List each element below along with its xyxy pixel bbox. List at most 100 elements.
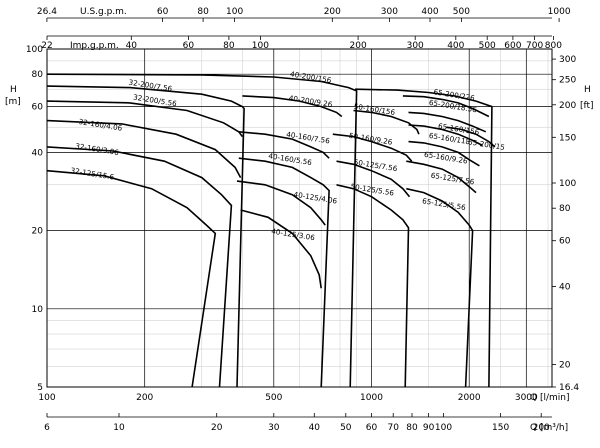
head-m-tick-label: 5 [37, 383, 43, 393]
pump-curve-65-160-9-26 [408, 140, 480, 167]
imp-gpm-tick-label: 22 [41, 41, 52, 51]
flow-m3h-tick-label: 200 [533, 423, 550, 433]
flow-lmin-tick-label: 1000 [360, 393, 383, 403]
curve-label-65-125-7-56: 65-125/7.56 [430, 171, 475, 187]
flow-lmin-tick-label: 100 [38, 393, 55, 403]
flow-m3h-tick-label: 90 [423, 423, 435, 433]
flow-lmin-axis-label: Q [l/min] [530, 393, 569, 403]
chart-grid [46, 48, 553, 388]
imp-gpm-tick-label: 500 [479, 41, 496, 51]
curve-label-40-160-5-56: 40-160/5.56 [268, 151, 313, 167]
us-gpm-axis-label: U.S.g.p.m. [80, 7, 127, 17]
flow-m3h-tick-label: 10 [113, 423, 125, 433]
us-gpm-tick-label: 80 [197, 7, 209, 17]
head-ft-tick-label: 250 [559, 76, 576, 86]
pump-curve-32-160-4-06 [46, 119, 242, 178]
curve-label-40-125-4-06: 40-125/4.06 [293, 190, 338, 206]
imp-gpm-axis-label: Imp.g.p.m. [70, 41, 119, 51]
flow-m3h-tick-label: 100 [435, 423, 452, 433]
imp-gpm-tick-label: 40 [126, 41, 138, 51]
curve-label-32-125-15-6: 32-125/15.6 [70, 166, 115, 182]
head-ft-tick-label: 80 [559, 204, 571, 214]
imp-gpm-tick-label: 60 [183, 41, 195, 51]
pump-curve-40-160-5-56 [238, 157, 330, 388]
imp-gpm-tick-label: 600 [504, 41, 521, 51]
curve-label-65-200-15: 65-200/15 [467, 137, 505, 152]
flow-m3h-tick-label: 20 [211, 423, 223, 433]
us-gpm-tick-label: 100 [226, 7, 243, 17]
flow-lmin-tick-label: 3000 [515, 393, 538, 403]
flow-m3h-tick-label: 70 [387, 423, 399, 433]
pump-curve-32-125-15-6 [46, 169, 217, 388]
us-gpm-tick-label: 200 [324, 7, 341, 17]
head-m-axis-label: H [10, 85, 17, 95]
pump-curves [46, 73, 496, 388]
pump-curve-65-125-5-56 [406, 187, 474, 388]
head-ft-tick-label: 40 [559, 282, 571, 292]
head-m-tick-label: 60 [32, 103, 44, 113]
pump-curve-65-160-118 [408, 124, 483, 147]
imp-gpm-tick-label: 800 [545, 41, 562, 51]
head-ft-tick-label: 200 [559, 101, 576, 111]
pump-curve-40-125-4-06 [236, 180, 326, 226]
pump-curve-40-160-7-56 [238, 131, 330, 159]
pump-curve-50-125-7-56 [336, 160, 411, 198]
curve-label-32-200-7-56: 32-200/7.56 [128, 78, 173, 94]
curve-label-32-160-3-06: 32-160/3.06 [75, 141, 120, 157]
pump-curve-40-125-3-06 [240, 209, 322, 289]
flow-m3h-tick-label: 6 [44, 423, 50, 433]
pump-curve-65-200-18-56 [402, 95, 490, 118]
flow-m3h-axis-label: Q [m³/h] [530, 423, 568, 433]
pump-curve-32-160-3-06 [46, 146, 233, 388]
flow-lmin-tick-label: 500 [265, 393, 282, 403]
head-ft-tick-label: 300 [559, 55, 576, 65]
head-m-tick-label: 80 [32, 70, 44, 80]
flow-m3h-tick-label: 40 [309, 423, 321, 433]
head-m-tick-label: 100 [26, 45, 43, 55]
flow-m3h-tick-label: 80 [406, 423, 418, 433]
curve-label-40-200-156: 40-200/156 [289, 69, 332, 84]
curve-label-40-160-7-56: 40-160/7.56 [286, 130, 331, 146]
flow-m3h-tick-label: 60 [366, 423, 378, 433]
curve-label-50-125-7-56: 50-125/7.56 [353, 157, 398, 173]
pump-curve-65-125-7-56 [406, 160, 477, 194]
pump-curve-40-200-9-26 [242, 95, 343, 118]
pump-curve-50-160-156 [353, 109, 420, 135]
head-ft-tick-label: 60 [559, 237, 571, 247]
head-m-tick-label: 20 [32, 227, 44, 237]
head-m-tick-label: 10 [32, 305, 44, 315]
head-m-tick-label: 40 [32, 148, 44, 158]
imp-gpm-tick-label: 300 [407, 41, 424, 51]
plot-frame [46, 48, 553, 388]
flow-lmin-tick-label: 200 [136, 393, 153, 403]
imp-gpm-tick-label: 80 [223, 41, 235, 51]
pump-curve-50-125-5-56 [336, 184, 410, 388]
us-gpm-tick-label: 400 [421, 7, 438, 17]
us-gpm-tick-label: 26.4 [37, 7, 57, 17]
flow-m3h-tick-label: 150 [492, 423, 509, 433]
us-gpm-tick-label: 300 [381, 7, 398, 17]
chart-axes: 5 10 20 40 60 80 100 H [m] 16.4 20 40 60 80 100 150 200 2… [5, 7, 594, 433]
head-ft-tick-label: 20 [559, 361, 571, 371]
pump-curve-32-200-7-56 [46, 85, 245, 388]
head-ft-tick-label: 16.4 [559, 383, 579, 393]
head-ft-axis-label: H [584, 85, 591, 95]
flow-m3h-tick-label: 30 [268, 423, 280, 433]
head-ft-tick-label: 150 [559, 133, 576, 143]
curve-label-40-125-3-06: 40-125/3.06 [271, 226, 316, 242]
imp-gpm-tick-label: 400 [447, 41, 464, 51]
head-ft-tick-label: 100 [559, 179, 576, 189]
flow-m3h-tick-label: 50 [340, 423, 352, 433]
pump-curve-50-160-9-26 [332, 133, 413, 162]
pump-curve-65-160-156 [408, 111, 487, 133]
us-gpm-tick-label: 1000 [548, 7, 571, 17]
imp-gpm-tick-label: 100 [252, 41, 269, 51]
curve-label-50-160-156: 50-160/156 [353, 102, 396, 117]
imp-gpm-tick-label: 200 [350, 41, 367, 51]
us-gpm-tick-label: 60 [157, 7, 169, 17]
imp-gpm-tick-label: 700 [526, 41, 543, 51]
us-gpm-tick-label: 500 [453, 7, 470, 17]
head-m-axis-unit: [m] [5, 97, 21, 107]
head-ft-axis-unit: [ft] [580, 101, 594, 111]
